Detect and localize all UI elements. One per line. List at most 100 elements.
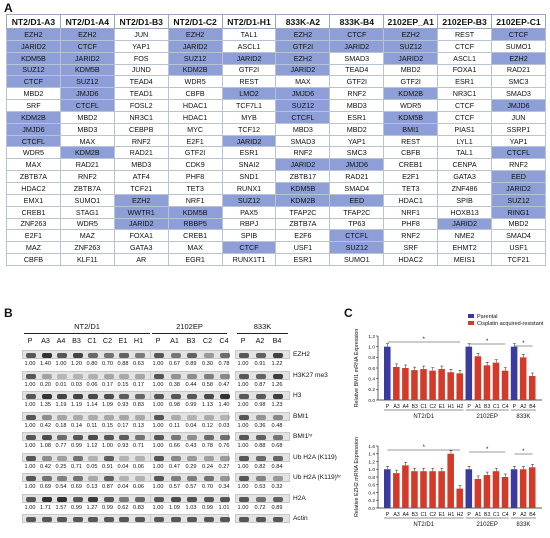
tf-cell: HDAC2 [383,253,439,266]
y-tick-label: 0.6 [368,483,375,489]
tf-cell: GTF2I [167,146,223,160]
tf-cell: FOS [113,51,169,65]
bar [384,469,391,508]
protein-band [26,476,36,481]
quant-value: 0.03 [218,422,230,429]
quant-value: 1.00 [152,422,164,429]
quant-value: 1.00 [237,381,249,388]
quant-value: 0.57 [169,484,180,490]
tf-cell: NME2 [437,229,493,243]
quant-value: 1.00 [152,402,164,408]
table-row: JARID2 CTCF YAP1 JARID2 ASCL1 GTF2I JARID2 SUZ1… [6,39,546,53]
tf-cell: JMJD6 [275,87,331,101]
blot-strip [22,514,152,523]
quant-value: 0.99 [202,504,213,511]
quant-value: 0.63 [133,361,144,367]
protein-band [72,496,83,502]
significance-mark: * [423,337,426,343]
protein-band [134,496,145,502]
tf-cell: JARID2 [383,51,439,65]
y-tick-label: 0.4 [368,376,375,382]
tf-cell: REST [221,75,277,89]
column-header: NT2/D1-H1 [221,14,277,29]
protein-band [220,455,230,461]
protein-band [187,394,197,399]
quant-value: 1.40 [40,361,51,367]
tf-cell: TCF7L1 [221,99,277,112]
x-tick-label: B4 [529,512,535,518]
tf-cell: CTCF [6,75,61,89]
tf-cell: SUZ12 [275,99,331,112]
protein-band [103,435,114,440]
blot-strip [235,514,290,523]
tf-cell: TET3 [383,181,439,195]
quant-value: 1.01 [218,504,230,511]
quant-value: 0.01 [55,381,67,388]
bar [519,469,527,508]
blot-strip [22,493,152,503]
quant-value: 1.00 [55,361,67,367]
blot-label: H2A [293,494,306,502]
bar [411,471,418,508]
quant-value: 1.03 [185,504,197,511]
table-row: CREB1 STAG1 WWTR1 KDM5B PAX5 TFAP2C TFAP2C NRF1… [6,205,546,219]
bar [528,376,536,400]
quant-value: 0.69 [40,484,51,490]
quant-value: 1.00 [237,402,249,408]
quant-value: 0.57 [185,484,197,490]
tf-cell: USF1 [491,241,546,255]
group-label: 833K [516,522,530,528]
blot-strip [235,452,290,462]
quant-value: 1.00 [24,422,36,429]
bar [528,467,536,508]
group-label: NT2/D1 [413,522,434,528]
tf-cell: SUZ12 [491,193,546,207]
bar [402,465,409,508]
quant-value: 1.00 [152,463,164,470]
protein-band [41,353,52,358]
x-tick-label: P [386,404,390,410]
table-row: E2F1 MAZ FOXA1 CREB1 SPIB E2F6 CTCFL RNF2 NME2 SM… [6,229,546,243]
tf-cell: HDAC1 [167,99,223,112]
quant-value: 1.27 [86,504,98,511]
quant-value: 0.70 [102,361,113,367]
protein-band [88,435,98,440]
lane-label: A2 [255,336,265,345]
bar [474,356,482,400]
tf-cell: MBD2 [383,63,439,77]
table-row: EZH2 EZH2 JUN EZH2 TAL1 EZH2 CTCF EZH2 REST CTCF [6,28,546,41]
panel-a-letter: A [4,1,13,15]
x-tick-label: A2 [520,512,526,518]
column-header: NT2/D1-A3 [6,14,61,29]
tf-cell: GTF2I [383,75,439,89]
protein-band [170,373,181,379]
tf-cell: WDR5 [383,99,439,112]
blot-strip [235,493,290,503]
protein-band [57,353,67,358]
group-label: 2102EP [476,522,497,528]
lane-label: A3 [41,336,50,345]
group-bracket [152,333,227,334]
quant-value: 1.20 [71,361,82,367]
tf-cell: JUND [113,63,169,77]
tf-cell: CTCF [437,110,493,124]
blot-strip [150,452,230,462]
protein-band [154,517,164,522]
protein-band [103,414,114,420]
table-row: HDAC2 ZBTB7A TCF21 TET3 RUNX1 KDM5B SMAD4 TET3 Z… [6,181,546,195]
quant-value: 0.87 [254,381,266,388]
x-tick-label: A2 [520,404,526,410]
protein-band [119,353,129,358]
quant-value: 0.69 [71,484,82,490]
tf-cell: ZBTB17 [275,170,331,183]
protein-band [26,455,36,461]
tf-cell: CTCFL [491,146,546,160]
protein-band [154,496,164,502]
quant-value: 0.11 [86,422,98,429]
significance-mark: * [423,445,426,451]
quant-value: 1.00 [24,504,36,511]
protein-band [256,353,266,358]
quant-value: 0.04 [117,484,129,490]
tf-cell: MAZ [59,229,115,243]
quant-value: 0.42 [40,422,51,429]
